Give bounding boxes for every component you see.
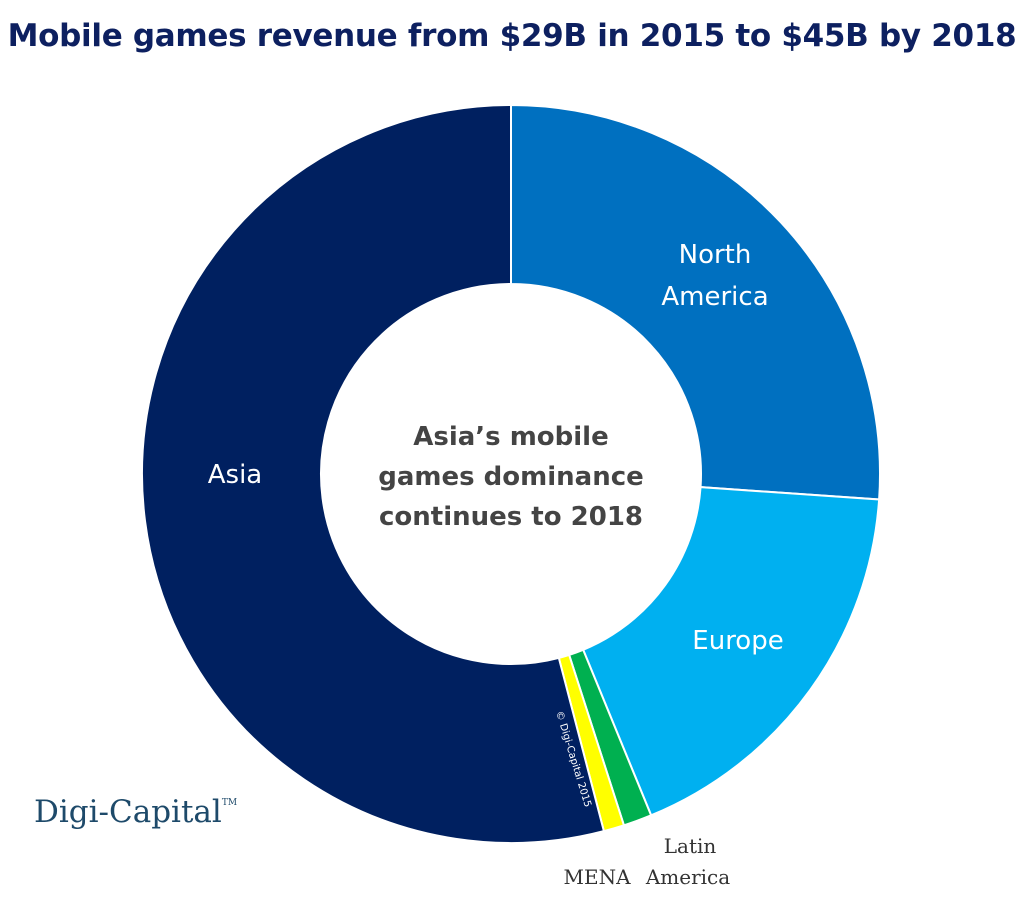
slice-north-america xyxy=(510,103,881,501)
digi-capital-logo: Digi-CapitalTM xyxy=(34,794,237,830)
slice-label: North xyxy=(679,240,752,270)
chart-title: Mobile games revenue from $29B in 2015 t… xyxy=(7,18,1017,54)
slice-label: Asia xyxy=(208,460,263,490)
slice-label: America xyxy=(645,865,730,889)
slice-asia xyxy=(141,103,606,844)
center-annotation: Asia’s mobile xyxy=(413,422,608,452)
logo-text: Digi-Capital xyxy=(34,794,222,830)
slice-label: MENA xyxy=(563,865,631,889)
center-annotation: continues to 2018 xyxy=(379,502,643,532)
slice-label: Latin xyxy=(664,834,717,858)
logo-tm: TM xyxy=(221,798,238,808)
center-annotation: games dominance xyxy=(378,462,644,492)
slice-label: America xyxy=(661,282,768,312)
slice-europe xyxy=(581,486,881,817)
slice-label: Europe xyxy=(692,626,783,656)
